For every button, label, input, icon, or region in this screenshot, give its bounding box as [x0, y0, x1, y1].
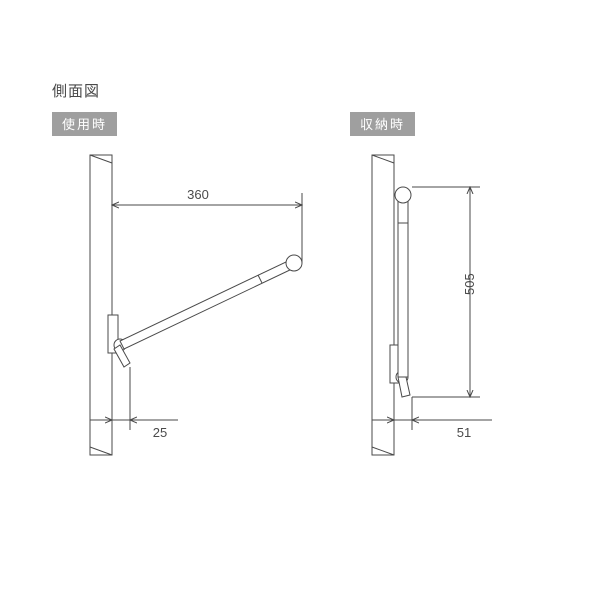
badge-in-use: 使用時	[52, 112, 117, 136]
figure-stored: 505 51	[352, 145, 552, 480]
dim-360-label: 360	[187, 187, 209, 202]
badge-stored: 収納時	[350, 112, 415, 136]
dim-51-label: 51	[457, 425, 471, 440]
figure-in-use: 360 25	[70, 145, 320, 480]
page-title: 側面図	[52, 80, 100, 101]
page-root: 側面図 使用時 収納時	[0, 0, 600, 600]
dim-25-label: 25	[153, 425, 167, 440]
dim-505-label: 505	[462, 273, 477, 295]
